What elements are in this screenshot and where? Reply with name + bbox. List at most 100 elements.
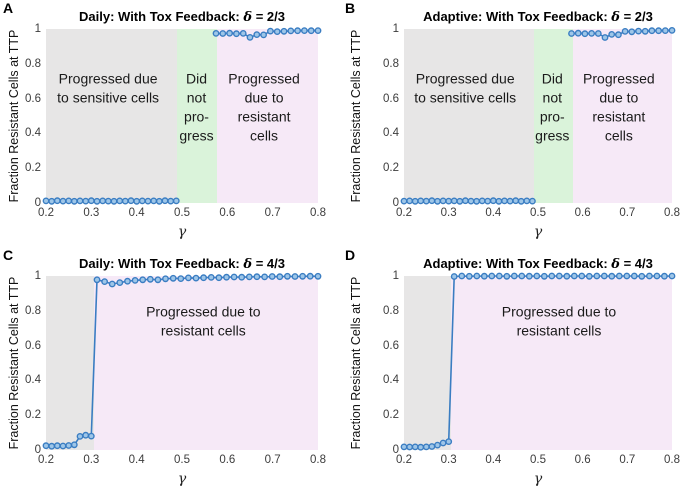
data-point-marker: [70, 441, 78, 449]
data-point-marker: [287, 27, 295, 35]
data-point-marker: [462, 197, 469, 205]
data-point-marker: [585, 272, 593, 280]
data-point-marker: [99, 197, 107, 205]
y-axis-label: Fraction Resistant Cells at TTP: [7, 29, 21, 203]
data-point-marker: [574, 29, 582, 37]
data-point-marker: [635, 27, 642, 35]
data-point-marker: [411, 443, 419, 451]
plot-area: Progressed due to resistant cells 0.2 0.3 0.…: [25, 270, 326, 466]
region-progressed-due-to-resistant-cells: [217, 29, 318, 203]
series-line: [215, 29, 319, 39]
panel-letter: A: [3, 0, 14, 16]
data-point-marker: [581, 30, 589, 38]
data-point-marker: [127, 197, 135, 205]
data-point-marker: [219, 30, 227, 37]
data-point-marker: [261, 273, 269, 281]
panel-letter: C: [3, 247, 14, 263]
y-tick-label: 1: [34, 270, 41, 282]
data-point-marker: [489, 197, 497, 205]
region-label: Progressed due to sensitive cells: [414, 70, 517, 106]
plot-area: Progressed due to resistant cells 0.2 0.3 0.…: [383, 270, 680, 466]
data-series: [42, 272, 322, 450]
data-point-marker: [215, 274, 223, 282]
data-point-marker: [76, 197, 84, 205]
region-label: Progressed due to resistant cells: [583, 70, 655, 144]
data-point-marker: [445, 438, 453, 446]
data-point-marker: [154, 276, 162, 284]
data-point-marker: [548, 272, 556, 280]
x-tick-label: 0.4: [485, 454, 502, 466]
panel-title: Adaptive: With Tox Feedback: δ = 2/3: [404, 9, 672, 25]
data-point-marker: [314, 27, 322, 35]
data-point-marker: [294, 27, 302, 35]
data-point-marker: [450, 273, 458, 280]
data-point-marker: [70, 197, 78, 205]
x-tick-label: 0.6: [219, 207, 236, 219]
delta-symbol: δ: [611, 10, 620, 25]
data-point-marker: [161, 197, 169, 205]
x-tick-label: 0.6: [219, 454, 236, 466]
panel-letter: D: [345, 247, 356, 263]
y-axis-label: Fraction Resistant Cells at TTP: [7, 276, 21, 450]
data-point-marker: [628, 28, 636, 36]
data-point-marker: [82, 197, 90, 205]
data-point-marker: [458, 272, 466, 280]
data-point-marker: [456, 197, 464, 205]
panel-title: Adaptive: With Tox Feedback: δ = 4/3: [404, 256, 672, 272]
data-series: [400, 272, 676, 451]
data-point-marker: [417, 197, 425, 205]
panel-title: Daily: With Tox Feedback: δ = 4/3: [46, 256, 318, 272]
data-point-marker: [655, 27, 663, 35]
panel-b: B Adaptive: With Tox Feedback: δ = 2/3 F…: [342, 0, 684, 247]
data-point-marker: [588, 30, 596, 37]
panel-c: C Daily: With Tox Feedback: δ = 4/3 Frac…: [0, 247, 342, 494]
x-tick-label: 0.8: [664, 207, 680, 219]
data-point-marker: [42, 442, 50, 450]
y-tick-label: 0.2: [383, 162, 399, 175]
panel-d: D Adaptive: With Tox Feedback: δ = 4/3 F…: [342, 247, 684, 494]
x-axis-label: γ: [177, 224, 187, 240]
x-tick-label: 0.8: [310, 207, 326, 219]
delta-value: = 2/3: [255, 9, 285, 24]
data-point-marker: [417, 443, 425, 451]
x-tick-label: 0.3: [83, 454, 100, 466]
data-point-marker: [150, 197, 158, 205]
data-point-marker: [108, 280, 116, 288]
data-point-marker: [59, 197, 67, 205]
region-label: Progressed due to resistant cells: [228, 70, 300, 144]
data-point-marker: [192, 274, 200, 282]
data-point-marker: [133, 197, 141, 205]
data-point-marker: [280, 27, 288, 35]
region-label: Progressed due to resistant cells: [146, 303, 261, 339]
data-point-marker: [563, 272, 571, 280]
x-tick-label: 0.2: [396, 207, 412, 219]
x-tick-label: 0.7: [264, 207, 281, 219]
y-tick-label: 0.4: [383, 127, 399, 140]
data-point-marker: [93, 197, 101, 205]
y-tick-label: 1: [392, 23, 399, 35]
data-point-marker: [660, 272, 668, 280]
x-tick-label: 0.3: [440, 207, 457, 219]
data-series: [400, 26, 676, 205]
data-point-marker: [172, 197, 180, 205]
data-point-marker: [291, 273, 299, 280]
data-point-marker: [314, 272, 322, 280]
data-point-marker: [169, 274, 177, 282]
data-point-marker: [200, 274, 208, 282]
data-point-marker: [422, 443, 430, 451]
data-point-marker: [517, 197, 525, 205]
x-axis-label: γ: [177, 471, 187, 487]
panel-a: A Daily: With Tox Feedback: δ = 2/3 Frac…: [0, 0, 342, 247]
data-point-marker: [131, 277, 139, 284]
region-progressed-due-to-sensitive-cells: [46, 276, 94, 450]
data-point-marker: [578, 272, 586, 280]
data-point-marker: [87, 432, 95, 440]
data-point-marker: [48, 442, 56, 450]
data-point-marker: [434, 441, 441, 449]
y-tick-label: 0.6: [383, 92, 399, 105]
data-point-marker: [478, 197, 486, 205]
data-point-marker: [615, 272, 623, 280]
y-tick-label: 0.6: [25, 339, 41, 352]
series-line: [403, 275, 673, 448]
y-axis-label: Fraction Resistant Cells at TTP: [349, 276, 363, 450]
